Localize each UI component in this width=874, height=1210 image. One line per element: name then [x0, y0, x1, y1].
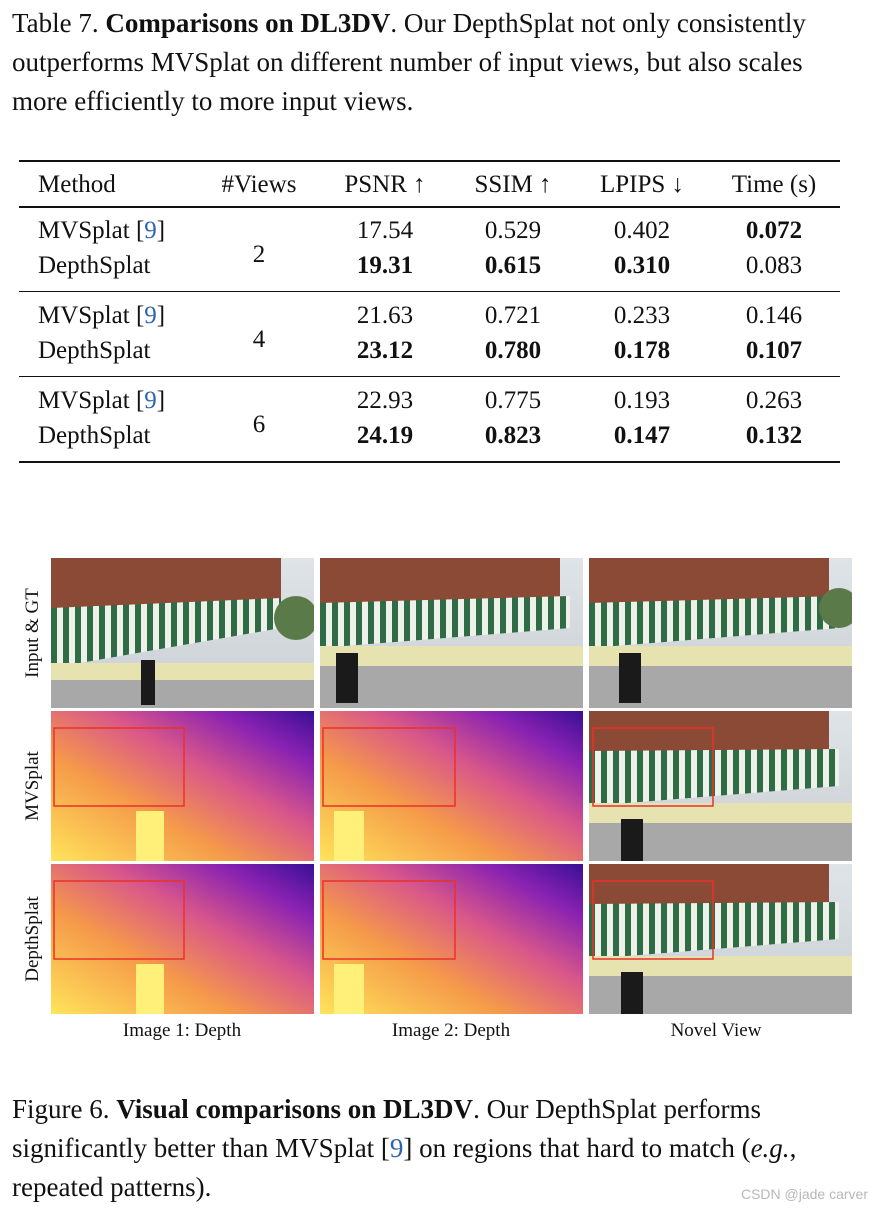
novel-view-tile-mvsplat: [589, 711, 852, 861]
psnr-value: 22.93: [356, 387, 414, 414]
psnr-value: 23.12: [356, 337, 414, 364]
table-caption: Table 7. Comparisons on DL3DV. Our Depth…: [12, 4, 862, 121]
depth-tile-mvsplat-1: [51, 711, 314, 861]
top-rule: [19, 160, 840, 162]
psnr-value: 21.63: [356, 302, 414, 329]
column-label-image2-depth: Image 2: Depth: [391, 1020, 511, 1041]
ssim-value: 0.780: [484, 337, 542, 364]
views-value: 4: [252, 326, 266, 353]
figure-caption-title: Visual comparisons on DL3DV: [116, 1094, 474, 1124]
depth-tile-depthsplat-2: [320, 864, 583, 1014]
header-method: Method: [38, 171, 116, 198]
depth-tile-mvsplat-2: [320, 711, 583, 861]
table-caption-label: Table 7.: [12, 8, 99, 38]
ssim-value: 0.775: [484, 387, 542, 414]
header-lpips: LPIPS ↓: [599, 171, 685, 198]
lpips-value: 0.193: [613, 387, 671, 414]
table-caption-title: Comparisons on DL3DV: [105, 8, 391, 38]
psnr-value: 19.31: [356, 252, 414, 279]
citation-link[interactable]: 9: [144, 387, 157, 414]
psnr-value: 17.54: [356, 217, 414, 244]
ssim-value: 0.823: [484, 422, 542, 449]
table-row-method: MVSplat [9]: [38, 302, 166, 329]
ssim-value: 0.721: [484, 302, 542, 329]
table-row-method: DepthSplat: [38, 252, 151, 279]
psnr-value: 24.19: [356, 422, 414, 449]
lpips-value: 0.402: [613, 217, 671, 244]
table-caption-text: . Our DepthSplat not only consistently o…: [12, 8, 806, 116]
photo-tile-gt: [589, 558, 852, 708]
column-label-novel-view: Novel View: [670, 1020, 762, 1041]
figure-caption: Figure 6. Visual comparisons on DL3DV. O…: [12, 1094, 797, 1202]
time-value: 0.263: [745, 387, 803, 414]
depth-tile-depthsplat-1: [51, 864, 314, 1014]
time-value: 0.107: [745, 337, 803, 364]
time-value: 0.072: [745, 217, 803, 244]
row-label-depthsplat: DepthSplat: [22, 896, 43, 982]
row-label-mvsplat: MVSplat: [22, 751, 43, 821]
watermark: CSDN @jade carver: [740, 1186, 868, 1202]
novel-view-tile-depthsplat: [589, 864, 852, 1014]
header-ssim: SSIM ↑: [474, 171, 552, 198]
time-value: 0.083: [745, 252, 803, 279]
photo-tile-input-1: [51, 558, 314, 708]
time-value: 0.132: [745, 422, 803, 449]
ssim-value: 0.615: [484, 252, 542, 279]
views-value: 6: [252, 411, 266, 438]
lpips-value: 0.178: [613, 337, 671, 364]
citation-link[interactable]: 9: [389, 1133, 404, 1163]
header-psnr: PSNR ↑: [344, 171, 426, 198]
figure-caption-label: Figure 6.: [12, 1094, 110, 1124]
header-rule: [19, 206, 840, 208]
column-label-image1-depth: Image 1: Depth: [122, 1020, 242, 1041]
header-views: #Views: [221, 171, 297, 198]
table-row-method: DepthSplat: [38, 337, 151, 364]
citation-link[interactable]: 9: [144, 302, 157, 329]
bottom-rule: [19, 461, 840, 463]
lpips-value: 0.233: [613, 302, 671, 329]
views-value: 2: [252, 241, 266, 268]
group-rule: [19, 291, 840, 293]
figure-grid: Input & GT MVSplat DepthSplat: [0, 550, 874, 1041]
citation-link[interactable]: 9: [144, 217, 157, 244]
group-rule: [19, 376, 840, 378]
table-row-method: MVSplat [9]: [38, 387, 166, 414]
lpips-value: 0.147: [613, 422, 671, 449]
photo-tile-input-2: [320, 558, 583, 708]
table-row-method: DepthSplat: [38, 422, 151, 449]
header-time: Time (s): [731, 171, 817, 198]
time-value: 0.146: [745, 302, 803, 329]
table-row-method: MVSplat [9]: [38, 217, 166, 244]
lpips-value: 0.310: [613, 252, 671, 279]
row-label-input-gt: Input & GT: [22, 588, 43, 678]
ssim-value: 0.529: [484, 217, 542, 244]
